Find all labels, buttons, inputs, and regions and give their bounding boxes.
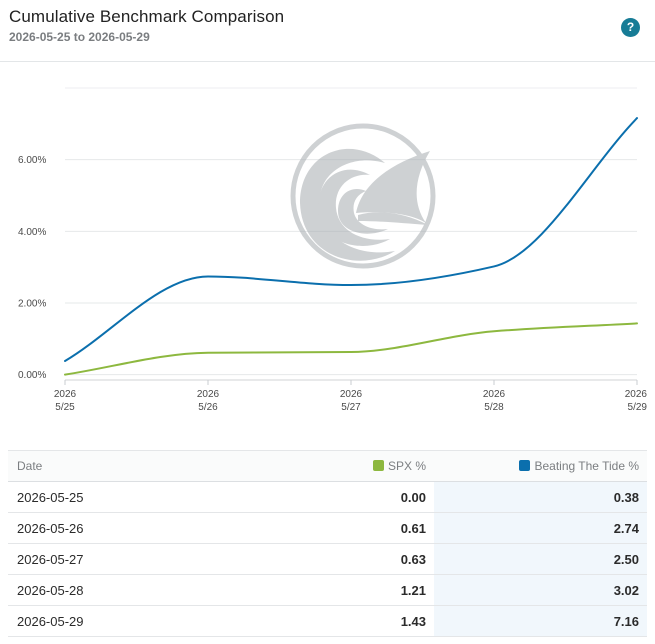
btt-legend-label: Beating The Tide % <box>534 459 639 473</box>
table-row: 2026-05-28 1.21 3.02 <box>8 574 647 606</box>
x-tick-label-date: 5/27 <box>341 402 361 413</box>
wave-fin-logo-icon <box>290 123 436 269</box>
header: Cumulative Benchmark Comparison 2026-05-… <box>0 0 655 62</box>
series-layer <box>64 117 638 376</box>
x-tick-label-date: 5/29 <box>628 402 648 413</box>
cell-btt: 0.38 <box>434 481 647 513</box>
column-header-date[interactable]: Date <box>8 450 198 482</box>
table-row: 2026-05-25 0.00 0.38 <box>8 481 647 513</box>
x-tick-label-year: 2026 <box>483 389 506 400</box>
cell-btt: 3.02 <box>434 574 647 606</box>
cell-spx: 0.00 <box>198 481 434 513</box>
y-tick-label: 6.00% <box>18 155 46 166</box>
x-tick-label-year: 2026 <box>197 389 220 400</box>
spx-legend-label: SPX % <box>387 459 426 473</box>
column-header-btt[interactable]: Beating The Tide % <box>434 450 647 482</box>
cell-btt: 7.16 <box>434 605 647 637</box>
cell-spx: 0.63 <box>198 543 434 575</box>
table-header-row: Date SPX % Beating The Tide % <box>8 450 647 482</box>
x-tick-label-date: 5/28 <box>484 402 504 413</box>
cell-date: 2026-05-29 <box>8 605 198 637</box>
axis-layer: 0.00% 2.00% 4.00% 6.00% 2026 5/25 2026 5/26 2026… <box>18 155 647 413</box>
btt-legend-swatch <box>519 460 531 471</box>
y-tick-label: 0.00% <box>18 370 46 381</box>
grid-layer <box>65 87 637 376</box>
cell-btt: 2.50 <box>434 543 647 575</box>
y-tick-label: 4.00% <box>18 227 46 238</box>
y-tick-label: 2.00% <box>18 298 46 309</box>
x-tick-label-year: 2026 <box>625 389 648 400</box>
cell-date: 2026-05-26 <box>8 512 198 544</box>
column-header-spx[interactable]: SPX % <box>198 450 434 482</box>
table-row: 2026-05-26 0.61 2.74 <box>8 512 647 544</box>
table-row: 2026-05-29 1.43 7.16 <box>8 605 647 637</box>
cell-spx: 1.43 <box>198 605 434 637</box>
series-line-spx <box>64 322 638 376</box>
cell-btt: 2.74 <box>434 512 647 544</box>
x-tick-label-year: 2026 <box>340 389 363 400</box>
benchmark-chart: 0.00% 2.00% 4.00% 6.00% 2026 5/25 2026 5/26 2026… <box>0 63 655 423</box>
page-title: Cumulative Benchmark Comparison <box>9 7 285 26</box>
x-tick-label-date: 5/26 <box>198 402 218 413</box>
series-line-btt <box>64 117 638 363</box>
help-icon[interactable]: ? <box>621 18 640 37</box>
benchmark-table: Date SPX % Beating The Tide % 2026-05-25… <box>8 450 647 637</box>
table-row: 2026-05-27 0.63 2.50 <box>8 543 647 575</box>
date-range-subtitle: 2026-05-25 to 2026-05-29 <box>9 30 150 44</box>
cell-spx: 0.61 <box>198 512 434 544</box>
chart-svg: 0.00% 2.00% 4.00% 6.00% 2026 5/25 2026 5/26 2026… <box>18 87 647 413</box>
x-tick-label-year: 2026 <box>54 389 77 400</box>
x-tick-label-date: 5/25 <box>55 402 75 413</box>
cell-spx: 1.21 <box>198 574 434 606</box>
cell-date: 2026-05-28 <box>8 574 198 606</box>
spx-legend-swatch <box>372 460 384 471</box>
cell-date: 2026-05-25 <box>8 481 198 513</box>
cell-date: 2026-05-27 <box>8 543 198 575</box>
